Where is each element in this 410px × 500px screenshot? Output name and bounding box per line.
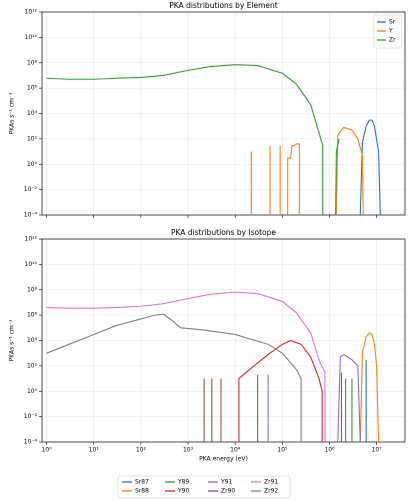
y-tick-label: 10⁻² — [24, 413, 38, 420]
chart-title: PKA distributions by Element — [169, 1, 278, 10]
y-tick-label: 10² — [27, 135, 38, 142]
plot-frame — [41, 11, 406, 216]
series-line — [267, 353, 361, 443]
legend-label: Y91 — [220, 479, 232, 486]
y-tick-label: 10¹² — [25, 236, 38, 243]
y-tick-label: 10⁶ — [27, 312, 38, 319]
legend-label: Sr — [389, 19, 396, 26]
x-tick-label: 10⁴ — [230, 447, 241, 454]
legend-box — [117, 475, 291, 499]
y-axis-label: PKAs s⁻¹ cm⁻³ — [9, 319, 16, 362]
legend-label: Sr88 — [135, 488, 149, 495]
plot-frame — [41, 238, 406, 443]
legend-label: Y — [388, 28, 393, 35]
legend: Sr87 Sr88 Y89 Y90 Y91 Zr90 Zr91 Zr92 — [117, 475, 291, 499]
y-tick-label: 10⁴ — [27, 337, 38, 344]
y-tick-label: 10¹² — [25, 9, 38, 16]
y-tick-label: 10¹⁰ — [25, 261, 38, 268]
x-tick-label: 10⁵ — [277, 447, 288, 454]
y-tick-label: 10⁻² — [24, 186, 38, 193]
legend-label: Sr87 — [135, 479, 149, 486]
legend-label: Zr — [389, 37, 396, 44]
chart-title: PKA distributions by Isotope — [171, 228, 276, 237]
x-tick-label: 10² — [136, 447, 147, 454]
y-tick-label: 10⁰ — [27, 161, 38, 168]
y-tick-label: 10⁸ — [27, 59, 38, 66]
y-tick-label: 10⁶ — [27, 85, 38, 92]
series-line — [250, 126, 364, 216]
series-line — [46, 291, 326, 442]
y-tick-label: 10⁻⁴ — [24, 212, 38, 219]
y-tick-label: 10⁻⁴ — [24, 439, 38, 446]
legend-label: Zr92 — [264, 488, 278, 495]
y-tick-label: 10⁴ — [27, 110, 38, 117]
series-line — [345, 378, 353, 442]
y-tick-label: 10¹⁰ — [25, 34, 38, 41]
x-tick-label: 10³ — [183, 447, 194, 454]
series-line — [359, 332, 380, 443]
legend-label: Zr90 — [221, 488, 235, 495]
y-tick-label: 10⁸ — [27, 286, 38, 293]
legend: Sr Y Zr — [373, 14, 403, 49]
series-line — [359, 119, 381, 216]
series-line — [46, 64, 340, 216]
series-line — [46, 313, 302, 442]
x-tick-label: 10⁷ — [372, 447, 383, 454]
legend-label: Y90 — [177, 488, 189, 495]
series-line — [203, 372, 343, 442]
y-tick-label: 10² — [27, 362, 38, 369]
legend-label: Zr91 — [264, 479, 278, 486]
legend-label: Y89 — [177, 479, 189, 486]
x-tick-label: 10⁰ — [42, 447, 53, 454]
series-line — [238, 339, 323, 442]
x-tick-label: 10⁶ — [324, 447, 335, 454]
x-axis-label: PKA energy (eV) — [199, 456, 248, 463]
y-tick-label: 10⁰ — [27, 388, 38, 395]
y-axis-label: PKAs s⁻¹ cm⁻³ — [9, 92, 16, 135]
x-tick-label: 10¹ — [89, 447, 100, 454]
